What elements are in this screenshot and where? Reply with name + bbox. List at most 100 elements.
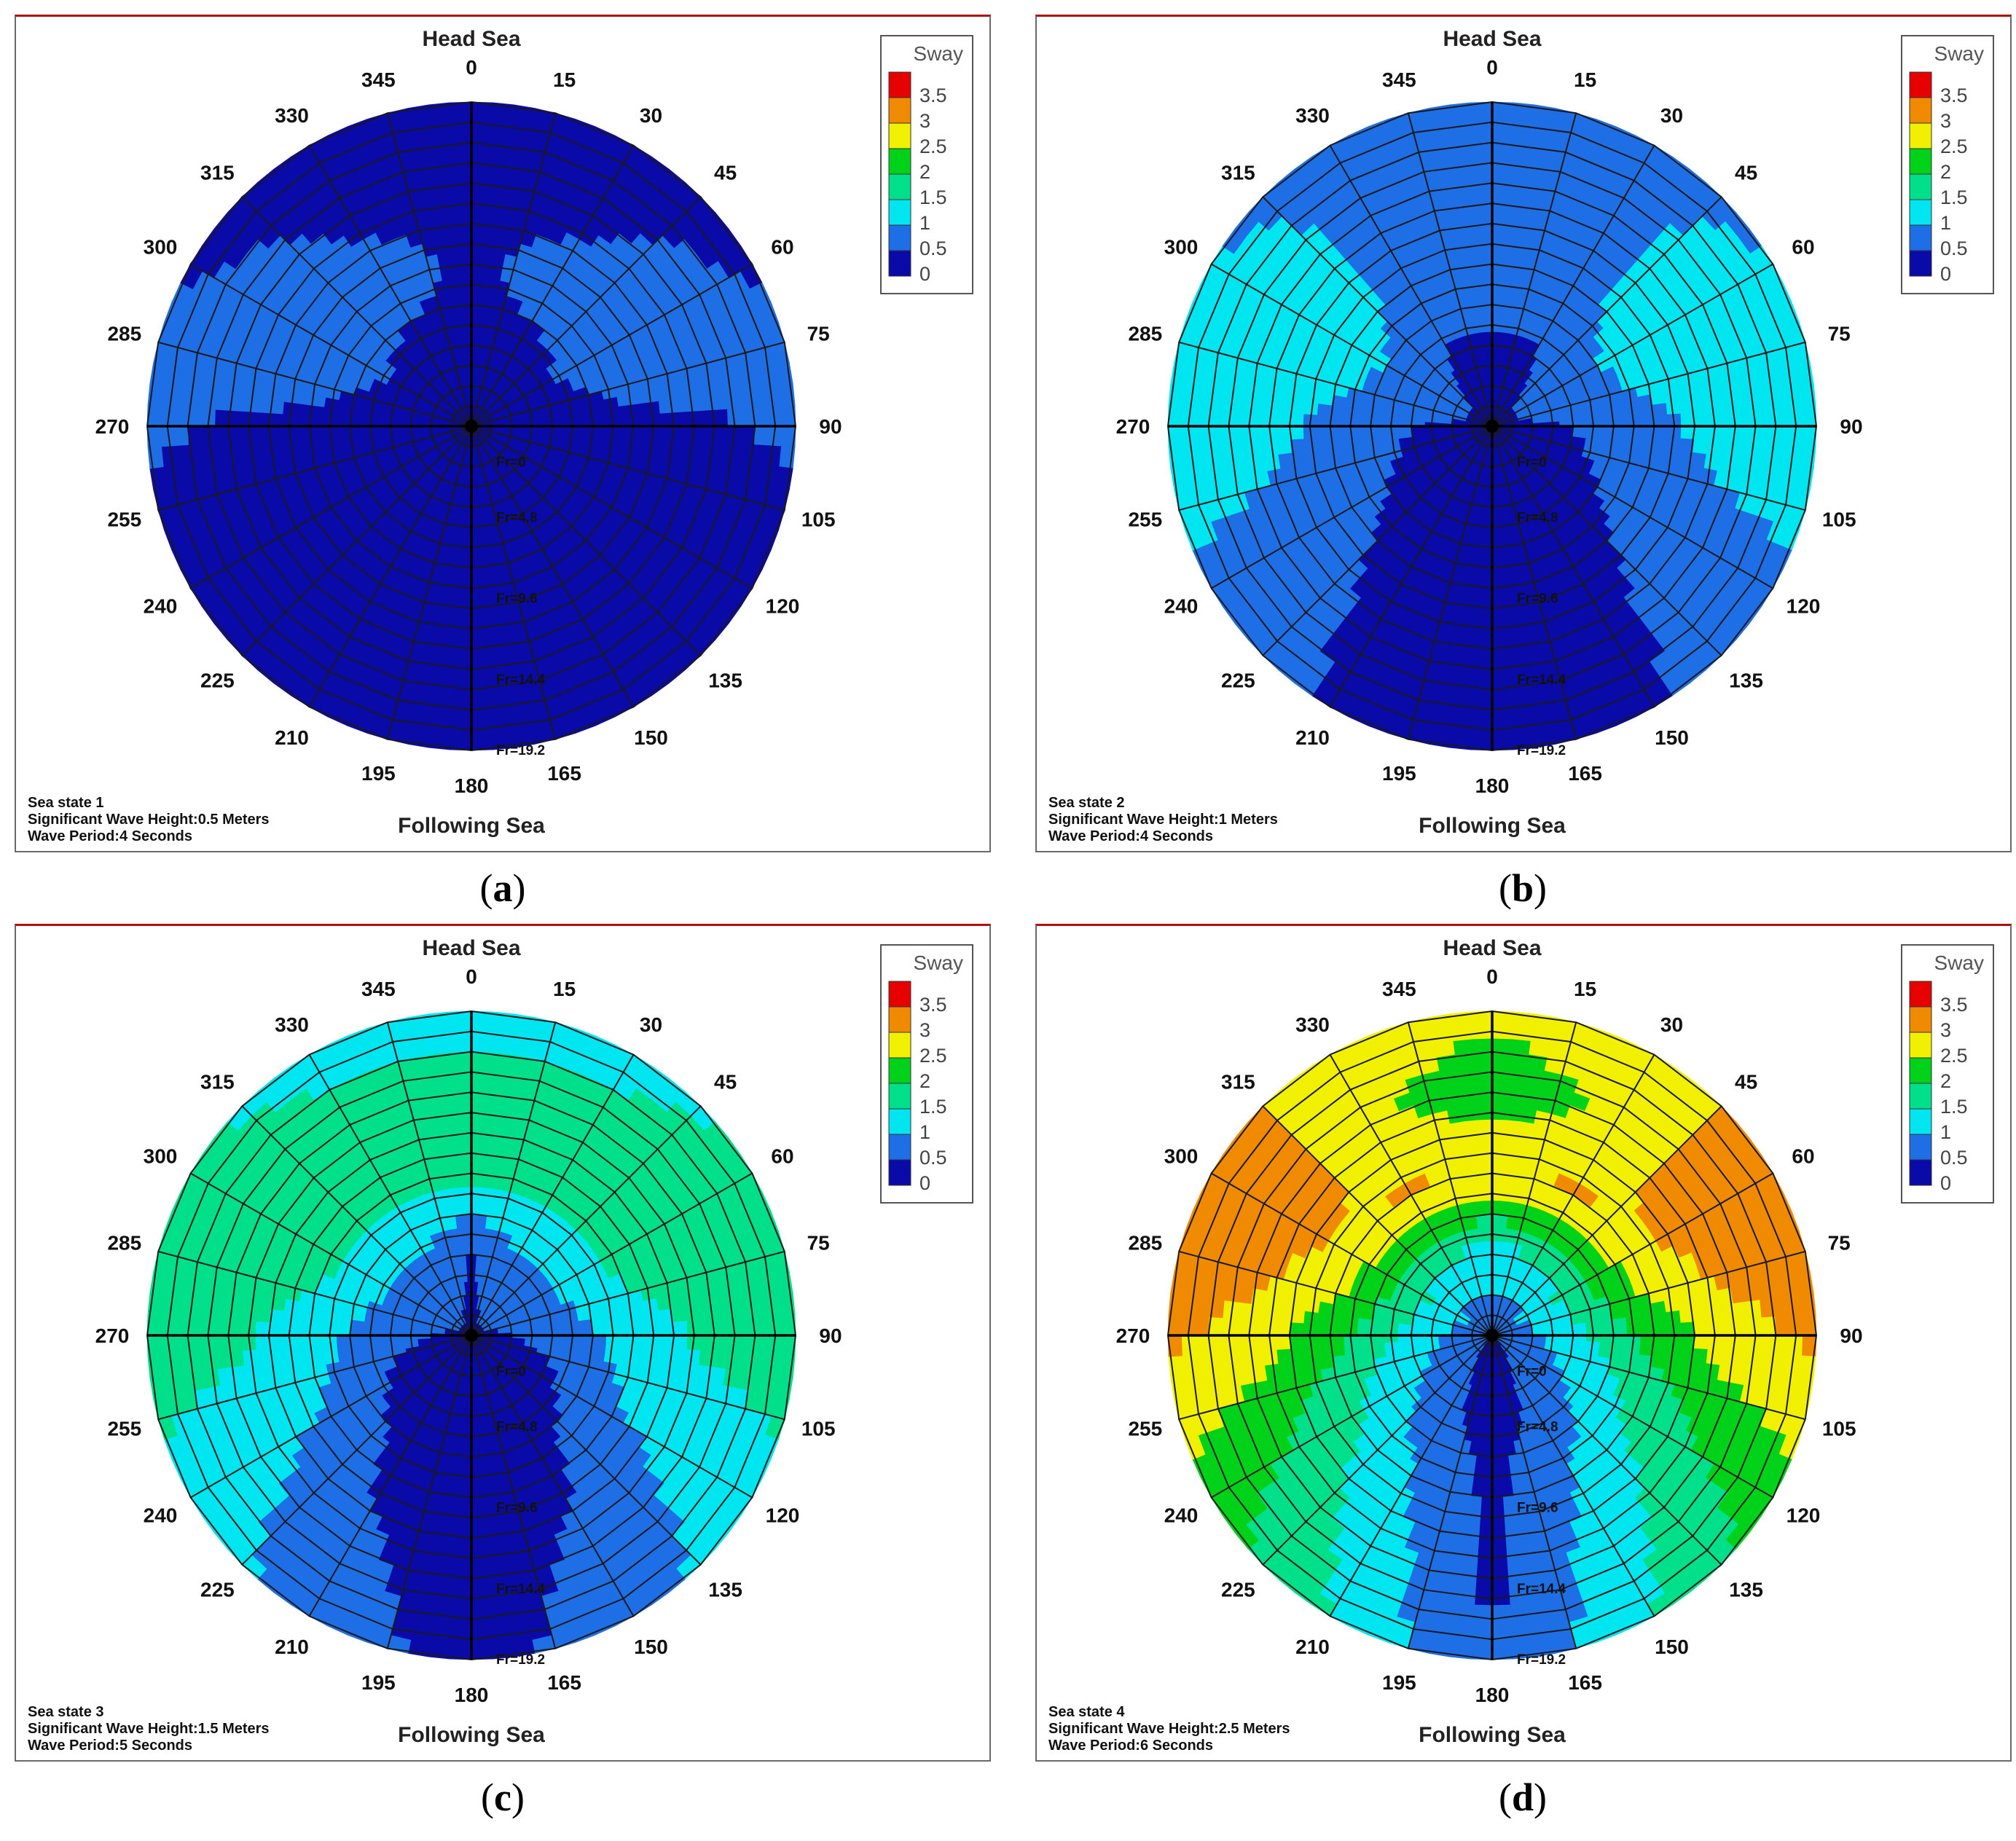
contour-cell xyxy=(436,251,451,268)
contour-cell xyxy=(1502,586,1515,602)
contour-cell xyxy=(1472,128,1493,144)
contour-cell xyxy=(1640,415,1655,427)
contour-cell xyxy=(1447,198,1464,215)
contour-cell xyxy=(1194,425,1209,447)
contour-cell xyxy=(1650,391,1667,406)
contour-cell xyxy=(482,1160,495,1175)
froude-label: Fr=9.6 xyxy=(496,592,538,607)
contour-cell xyxy=(672,397,688,414)
angle-tick-label: 195 xyxy=(361,762,396,785)
legend-tick-label: 3.5 xyxy=(1940,85,1968,106)
contour-cell xyxy=(243,381,260,399)
froude-label: Fr=4.8 xyxy=(496,510,538,525)
contour-cell xyxy=(1483,291,1493,305)
contour-cell xyxy=(490,116,513,133)
contour-cell xyxy=(619,415,634,427)
contour-cell xyxy=(471,587,484,602)
contour-cell xyxy=(1491,264,1504,278)
legend-swatch xyxy=(888,122,911,149)
contour-cell xyxy=(490,129,511,146)
contour-cell xyxy=(1475,668,1493,683)
contour-cell xyxy=(1317,447,1334,461)
contour-cell xyxy=(645,437,661,452)
contour-cell xyxy=(1690,383,1707,401)
contour-cell xyxy=(309,425,323,438)
legend-swatch xyxy=(888,173,911,200)
contour-cell xyxy=(430,720,452,737)
legend-tick-label: 2 xyxy=(1940,161,1951,183)
contour-cell xyxy=(471,1173,483,1188)
angle-tick-label: 15 xyxy=(1574,68,1596,91)
bottom-label: Following Sea xyxy=(1419,814,1566,838)
legend-tick-label: 1.5 xyxy=(1940,187,1968,208)
contour-cell xyxy=(482,1146,497,1162)
contour-cell xyxy=(1195,387,1212,408)
contour-cell xyxy=(712,441,728,460)
contour-cell xyxy=(1236,441,1252,460)
angle-tick-label: 45 xyxy=(1735,161,1757,184)
angle-tick-label: 300 xyxy=(144,236,178,259)
contour-cell xyxy=(242,396,258,413)
contour-cell xyxy=(1733,392,1749,411)
contour-cell xyxy=(1462,197,1479,213)
contour-cell xyxy=(471,709,492,724)
froude-label: Fr=0 xyxy=(1517,455,1547,471)
contour-cell xyxy=(673,425,689,441)
contour-cell xyxy=(471,169,489,184)
contour-cell xyxy=(685,439,701,457)
contour-cell xyxy=(619,425,634,438)
contour-cell xyxy=(713,409,729,427)
contour-cell xyxy=(1663,388,1680,404)
contour-cell xyxy=(487,1079,506,1095)
angle-tick-label: 45 xyxy=(714,161,737,184)
contour-cell xyxy=(1264,454,1281,471)
contour-cell xyxy=(434,238,449,255)
angle-tick-label: 135 xyxy=(1729,670,1763,692)
contour-cell xyxy=(1182,385,1199,407)
froude-label: Fr=9.6 xyxy=(1517,592,1558,607)
contour-cell xyxy=(442,210,459,226)
contour-cell xyxy=(725,390,742,410)
legend-swatch xyxy=(1909,122,1932,149)
angle-tick-label: 270 xyxy=(95,415,130,438)
contour-cell xyxy=(499,198,517,215)
contour-cell xyxy=(482,586,495,602)
contour-cell xyxy=(672,439,688,455)
contour-cell xyxy=(173,406,189,427)
contour-cell xyxy=(1511,116,1534,133)
contour-cell xyxy=(1510,707,1531,723)
contour-cell xyxy=(1357,433,1373,444)
legend-swatch xyxy=(1909,250,1932,277)
contour-cell xyxy=(1653,414,1668,427)
polar-chart-a: 1801651501351201059075604530150345330315… xyxy=(95,27,973,838)
contour-cell xyxy=(487,156,507,173)
contour-cell xyxy=(471,1159,484,1174)
contour-cell xyxy=(441,197,458,213)
contour-cell xyxy=(1652,403,1668,416)
contour-cell xyxy=(437,170,456,186)
contour-cell xyxy=(713,425,729,444)
contour-cell xyxy=(1222,442,1239,462)
contour-cell xyxy=(673,412,689,427)
contour-cell xyxy=(436,680,455,696)
top-label: Head Sea xyxy=(422,27,520,51)
contour-cell xyxy=(460,264,472,278)
contour-cell xyxy=(1786,385,1803,407)
contour-cell xyxy=(497,624,514,641)
contour-cell xyxy=(765,445,782,468)
contour-cell xyxy=(471,628,486,643)
contour-cell xyxy=(1703,454,1720,471)
contour-cell xyxy=(432,707,453,723)
sea-state-info-line: Sea state 1 xyxy=(28,795,104,811)
contour-cell xyxy=(484,1119,501,1135)
contour-cell xyxy=(1480,264,1493,278)
contour-cell xyxy=(632,403,647,416)
contour-cell xyxy=(174,387,191,408)
contour-cell xyxy=(1693,397,1709,414)
contour-cell xyxy=(1478,628,1493,643)
contour-cell xyxy=(1276,439,1292,455)
contour-cell xyxy=(632,414,648,427)
legend-swatch xyxy=(888,199,911,226)
contour-cell xyxy=(1235,425,1250,444)
legend-tick-label: 0 xyxy=(919,263,930,285)
